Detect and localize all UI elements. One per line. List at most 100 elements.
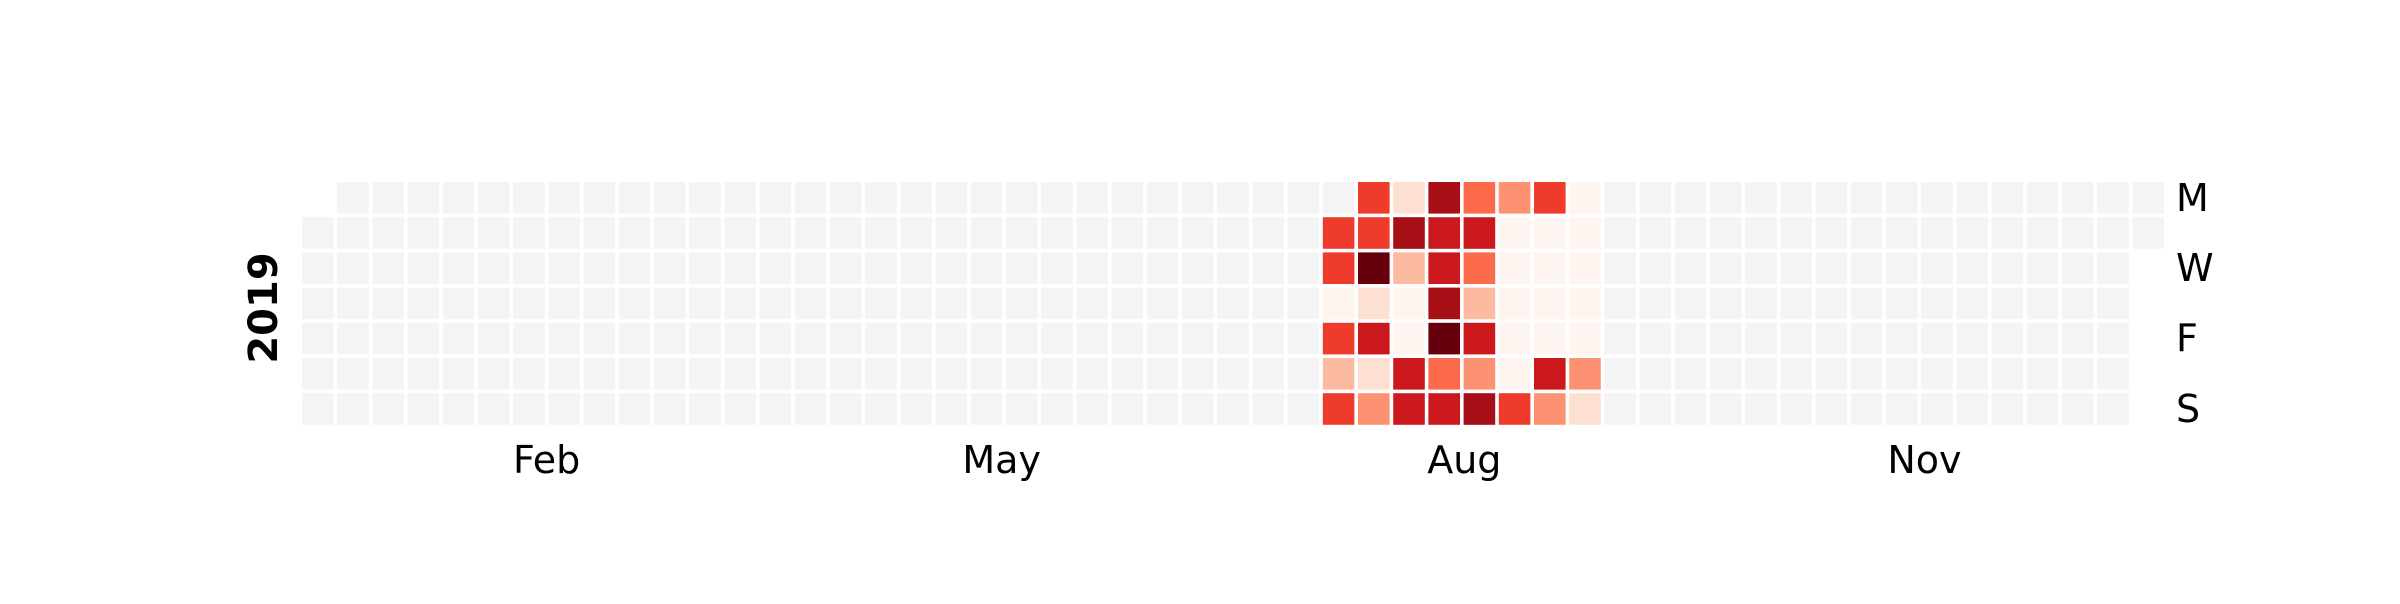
day-cell-2019-11-11 xyxy=(1886,182,1918,214)
day-cell-2019-03-01 xyxy=(583,322,616,355)
day-cell-2019-12-18 xyxy=(2062,252,2094,284)
day-cell-2019-11-22 xyxy=(1921,322,1953,355)
day-cell-2019-06-08 xyxy=(1076,358,1108,390)
day-cell-2019-08-18 xyxy=(1428,393,1460,425)
day-cell-2019-10-05 xyxy=(1674,358,1707,390)
day-cell-2019-01-04 xyxy=(302,322,334,355)
day-cell-2019-05-16 xyxy=(970,287,1003,320)
day-cell-2019-04-09 xyxy=(794,217,827,249)
day-cell-2019-02-02 xyxy=(442,358,475,390)
day-cell-2019-06-22 xyxy=(1146,358,1179,390)
day-cell-2019-04-02 xyxy=(759,217,792,249)
day-cell-2019-01-28 xyxy=(442,182,475,214)
day-cell-2019-05-04 xyxy=(900,358,932,390)
day-cell-2019-11-28 xyxy=(1956,287,1988,320)
heatmap-cells xyxy=(302,182,2164,425)
day-label-f: F xyxy=(2176,317,2198,361)
day-cell-2019-12-16 xyxy=(2062,182,2094,214)
day-cell-2019-07-25 xyxy=(1322,287,1355,320)
day-cell-2019-03-20 xyxy=(689,252,721,284)
day-cell-2019-02-05 xyxy=(478,217,510,249)
day-cell-2019-10-01 xyxy=(1674,217,1707,249)
day-cell-2019-06-13 xyxy=(1111,287,1144,320)
day-cell-2019-10-31 xyxy=(1815,287,1848,320)
day-cell-2019-08-03 xyxy=(1358,358,1390,390)
day-cell-2019-01-19 xyxy=(372,358,404,390)
day-cell-2019-03-29 xyxy=(724,322,756,355)
day-cell-2019-09-25 xyxy=(1639,252,1672,284)
day-cell-2019-03-19 xyxy=(689,217,721,249)
month-label-may: May xyxy=(962,438,1041,482)
day-label-s: S xyxy=(2176,387,2200,431)
day-cell-2019-02-24 xyxy=(548,393,580,425)
day-cell-2019-07-18 xyxy=(1287,287,1320,320)
day-cell-2019-04-04 xyxy=(759,287,792,320)
day-cell-2019-01-26 xyxy=(407,358,440,390)
day-cell-2019-01-06 xyxy=(302,393,334,425)
day-cell-2019-06-11 xyxy=(1111,217,1144,249)
day-cell-2019-10-10 xyxy=(1710,287,1742,320)
day-cell-2019-09-15 xyxy=(1569,393,1601,425)
day-cell-2019-10-27 xyxy=(1780,393,1812,425)
day-cell-2019-11-09 xyxy=(1850,358,1883,390)
day-cell-2019-11-10 xyxy=(1850,393,1883,425)
day-cell-2019-01-09 xyxy=(337,252,369,284)
day-cell-2019-06-03 xyxy=(1076,182,1108,214)
day-cell-2019-09-23 xyxy=(1639,182,1672,214)
day-cell-2019-05-24 xyxy=(1006,322,1038,355)
day-cell-2019-05-18 xyxy=(970,358,1003,390)
day-cell-2019-11-16 xyxy=(1886,358,1918,390)
day-cell-2019-09-24 xyxy=(1639,217,1672,249)
day-cell-2019-08-10 xyxy=(1393,358,1425,390)
day-cell-2019-05-02 xyxy=(900,287,932,320)
day-cell-2019-11-12 xyxy=(1886,217,1918,249)
month-label-nov: Nov xyxy=(1887,438,1961,482)
day-cell-2019-06-30 xyxy=(1182,393,1214,425)
day-cell-2019-10-06 xyxy=(1674,393,1707,425)
day-cell-2019-03-03 xyxy=(583,393,616,425)
day-cell-2019-07-12 xyxy=(1252,322,1284,355)
day-cell-2019-03-25 xyxy=(724,182,756,214)
day-cell-2019-06-27 xyxy=(1182,287,1214,320)
day-cell-2019-01-01 xyxy=(302,217,334,249)
day-cell-2019-02-27 xyxy=(583,252,616,284)
day-cell-2019-07-24 xyxy=(1322,252,1355,284)
day-cell-2019-12-05 xyxy=(1991,287,2024,320)
day-cell-2019-09-08 xyxy=(1534,393,1566,425)
day-cell-2019-07-30 xyxy=(1358,217,1390,249)
day-cell-2019-05-08 xyxy=(935,252,968,284)
day-cell-2019-10-13 xyxy=(1710,393,1742,425)
day-cell-2019-08-28 xyxy=(1498,252,1531,284)
day-cell-2019-03-18 xyxy=(689,182,721,214)
day-cell-2019-12-14 xyxy=(2026,358,2059,390)
day-cell-2019-05-31 xyxy=(1041,322,1073,355)
day-cell-2019-06-26 xyxy=(1182,252,1214,284)
day-cell-2019-05-06 xyxy=(935,182,968,214)
day-cell-2019-10-04 xyxy=(1674,322,1707,355)
day-cell-2019-12-23 xyxy=(2097,182,2129,214)
day-cell-2019-11-01 xyxy=(1815,322,1848,355)
day-cell-2019-08-13 xyxy=(1428,217,1460,249)
day-cell-2019-08-04 xyxy=(1358,393,1390,425)
day-cell-2019-03-22 xyxy=(689,322,721,355)
month-label-feb: Feb xyxy=(513,438,580,482)
day-cell-2019-01-31 xyxy=(442,287,475,320)
day-cell-2019-02-06 xyxy=(478,252,510,284)
day-cell-2019-10-12 xyxy=(1710,358,1742,390)
day-cell-2019-09-10 xyxy=(1569,217,1601,249)
day-cell-2019-02-04 xyxy=(478,182,510,214)
day-cell-2019-09-30 xyxy=(1674,182,1707,214)
day-cell-2019-12-28 xyxy=(2097,358,2129,390)
day-cell-2019-01-29 xyxy=(442,217,475,249)
day-cell-2019-12-30 xyxy=(2132,182,2164,214)
day-cell-2019-06-15 xyxy=(1111,358,1144,390)
day-cell-2019-07-16 xyxy=(1287,217,1320,249)
day-cell-2019-12-24 xyxy=(2097,217,2129,249)
day-cell-2019-09-19 xyxy=(1604,287,1636,320)
day-cell-2019-08-21 xyxy=(1463,252,1496,284)
day-cell-2019-01-16 xyxy=(372,252,404,284)
day-cell-2019-02-16 xyxy=(513,358,545,390)
day-cell-2019-07-29 xyxy=(1358,182,1390,214)
day-cell-2019-10-25 xyxy=(1780,322,1812,355)
day-cell-2019-10-08 xyxy=(1710,217,1742,249)
